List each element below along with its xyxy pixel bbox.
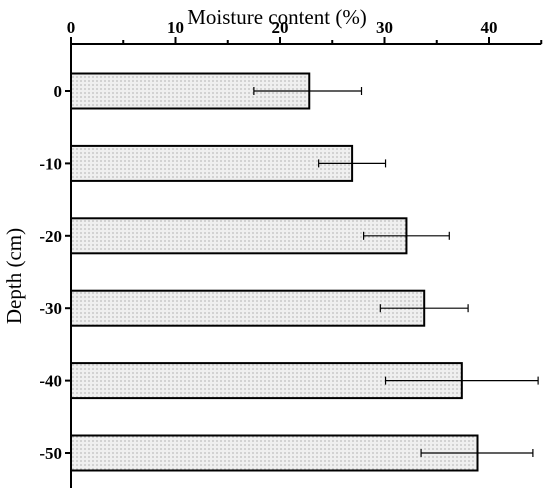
x-tick-label: 40 (481, 18, 498, 37)
bar (70, 289, 426, 327)
x-tick-label: 30 (376, 18, 393, 37)
bar (70, 144, 354, 182)
y-tick-label: -40 (39, 372, 62, 391)
y-tick-label: 0 (54, 82, 63, 101)
x-tick-label: 20 (272, 18, 289, 37)
y-tick-label: -50 (39, 444, 62, 463)
y-tick-label: -20 (39, 227, 62, 246)
axes-layer: 0 -10 -20 -30 -40 -50 0 10 20 30 40 (39, 18, 543, 488)
x-tick-label: 10 (167, 18, 184, 37)
x-tick-label: 0 (67, 18, 76, 37)
y-tick-label: -10 (39, 154, 62, 173)
bars-layer (70, 72, 479, 472)
error-bars-layer (253, 87, 539, 457)
bar (70, 434, 479, 472)
x-axis-title: Moisture content (%) (187, 5, 367, 29)
bar (70, 217, 408, 255)
y-tick-label: -30 (39, 299, 62, 318)
y-axis-title: Depth (cm) (2, 228, 26, 324)
